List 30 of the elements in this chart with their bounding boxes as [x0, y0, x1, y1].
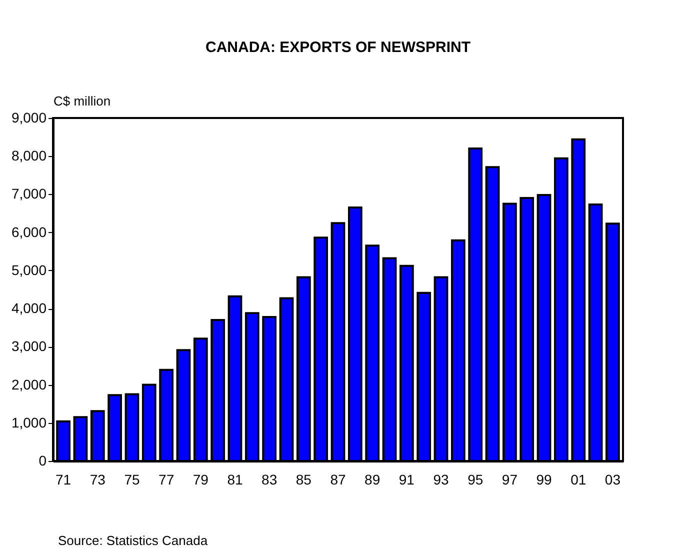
- chart-title: CANADA: EXPORTS OF NEWSPRINT: [205, 39, 471, 56]
- y-tick-label: 4,000: [11, 300, 47, 316]
- y-tick-label: 5,000: [11, 262, 47, 278]
- x-tick-label: 89: [364, 472, 380, 488]
- x-tick-label: 87: [330, 472, 346, 488]
- x-tick-label: 99: [536, 472, 552, 488]
- x-tick-label: 71: [56, 472, 72, 488]
- x-tick-label: 03: [604, 472, 621, 488]
- x-tick-label: 95: [468, 472, 484, 488]
- x-tick-label: 75: [124, 472, 140, 488]
- x-tick-label: 85: [296, 472, 312, 488]
- y-tick-label: 9,000: [11, 110, 47, 126]
- y-tick-label: 8,000: [11, 148, 47, 164]
- x-tick-label: 91: [398, 472, 415, 488]
- x-tick-label: 83: [262, 472, 278, 488]
- x-tick-label: 81: [227, 472, 243, 488]
- x-tick-label: 93: [433, 472, 450, 488]
- x-tick-label: 97: [502, 472, 518, 488]
- x-tick-label: 77: [158, 472, 174, 488]
- x-tick-label: 73: [90, 472, 106, 488]
- y-tick-label: 2,000: [11, 376, 47, 392]
- y-tick-label: 0: [38, 452, 47, 468]
- y-axis-title: C$ million: [54, 94, 111, 108]
- x-tick-label: 79: [192, 472, 209, 488]
- source-note: Source: Statistics Canada: [58, 533, 208, 548]
- y-tick-label: 3,000: [11, 338, 47, 354]
- x-tick-label: 01: [570, 472, 586, 488]
- y-tick-label: 7,000: [11, 186, 47, 202]
- y-tick-label: 1,000: [11, 414, 47, 430]
- y-tick-label: 6,000: [11, 224, 47, 240]
